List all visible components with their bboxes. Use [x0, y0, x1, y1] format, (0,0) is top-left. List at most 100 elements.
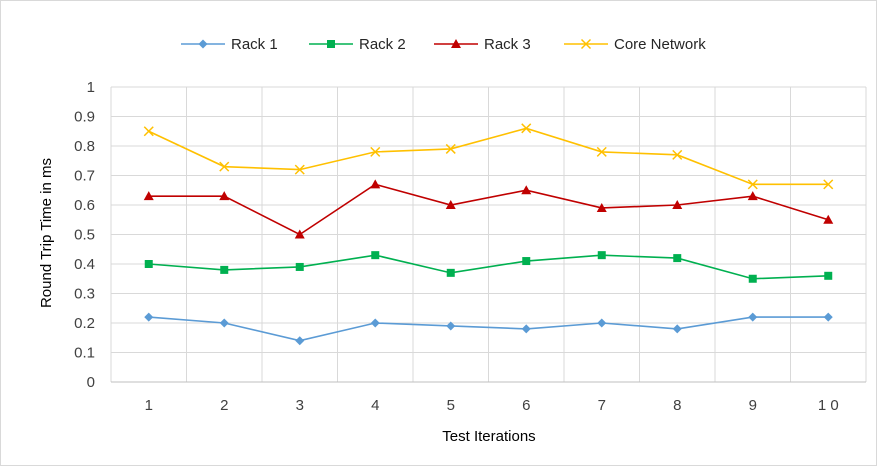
data-point-core-network-stroke: [370, 146, 381, 157]
series-rack-2: [144, 251, 833, 283]
data-point-core-network: [823, 179, 834, 190]
data-point-rack-3: [294, 229, 305, 239]
data-point-rack-2: [673, 254, 682, 263]
data-point-rack-2: [748, 274, 757, 283]
data-point-core-network: [370, 146, 381, 157]
series-line-rack-3: [148, 183, 829, 236]
y-tick-label: 0.2: [74, 315, 95, 332]
x-tick-label: 7: [598, 397, 606, 414]
data-point-core-network: [521, 123, 532, 134]
y-axis-title: Round Trip Time in ms: [38, 158, 55, 308]
x-tick-label: 8: [673, 397, 681, 414]
legend-marker-rack-3: [451, 39, 461, 48]
data-point-rack-2: [220, 265, 229, 274]
data-point-core-network-stroke: [823, 179, 834, 190]
data-point-rack-1: [219, 318, 229, 328]
data-point-rack-1: [295, 336, 305, 346]
data-point-core-network: [445, 143, 456, 154]
data-point-rack-2: [824, 271, 833, 280]
grid: [110, 86, 867, 382]
legend-marker-rack-2: [327, 40, 335, 48]
data-point-rack-3: [445, 200, 456, 209]
data-point-rack-3: [747, 191, 758, 201]
data-point-core-network: [596, 146, 607, 157]
data-point-rack-1: [446, 321, 456, 331]
data-point-core-network: [672, 149, 683, 160]
legend-item-rack-1: Rack 1: [181, 36, 278, 53]
series-line-rack-2: [148, 254, 829, 280]
y-tick-label: 1: [87, 79, 95, 96]
data-point-rack-1: [748, 312, 758, 322]
series-core-network: [143, 123, 834, 190]
data-point-core-network-stroke: [219, 161, 230, 172]
data-point-core-network: [143, 126, 154, 137]
data-point-rack-1: [370, 318, 380, 328]
y-tick-label: 0.1: [74, 345, 95, 362]
data-point-rack-1: [597, 318, 607, 328]
data-point-core-network-stroke: [672, 149, 683, 160]
data-point-core-network: [747, 179, 758, 190]
legend-item-core-network: Core Network: [564, 36, 706, 53]
data-point-rack-3: [672, 200, 683, 209]
y-tick-label: 0.5: [74, 227, 95, 244]
legend: Rack 1 Rack 2 Rack 3 Core Network: [181, 36, 706, 53]
series-line-core-network: [148, 127, 829, 186]
data-point-core-network-stroke: [521, 123, 532, 134]
y-tick-label: 0.9: [74, 109, 95, 126]
data-point-core-network-stroke: [445, 143, 456, 154]
data-point-rack-3: [219, 191, 230, 201]
data-point-rack-3: [370, 179, 381, 189]
data-point-core-network: [294, 164, 305, 175]
data-point-rack-1: [144, 312, 154, 322]
legend-item-rack-2: Rack 2: [309, 36, 406, 53]
data-point-core-network-stroke: [596, 146, 607, 157]
legend-item-rack-3: Rack 3: [434, 36, 531, 53]
data-point-rack-2: [522, 257, 531, 266]
legend-label-rack-1: Rack 1: [231, 36, 278, 53]
legend-marker-core-network-stroke: [580, 38, 592, 50]
data-point-rack-2: [371, 251, 380, 260]
y-tick-label: 0.6: [74, 197, 95, 214]
x-tick-label: 9: [749, 397, 757, 414]
legend-label-rack-3: Rack 3: [484, 36, 531, 53]
data-point-rack-2: [295, 262, 304, 271]
data-point-rack-2: [597, 251, 606, 260]
data-point-rack-3: [143, 191, 154, 201]
data-point-core-network-stroke: [143, 126, 154, 137]
y-tick-label: 0.7: [74, 168, 95, 185]
data-point-rack-1: [823, 312, 833, 322]
data-point-rack-2: [144, 260, 153, 268]
x-axis-title: Test Iterations: [442, 428, 535, 445]
x-tick-label: 6: [522, 397, 530, 414]
legend-marker-core-network: [580, 38, 592, 50]
x-tick-label: 5: [447, 397, 455, 414]
y-tick-label: 0.8: [74, 138, 95, 155]
series-rack-1: [144, 312, 833, 346]
series-lines: [143, 123, 834, 346]
y-tick-label: 0.4: [74, 256, 95, 273]
data-point-rack-2: [446, 268, 455, 277]
x-tick-label: 1 0: [818, 397, 839, 414]
data-point-rack-3: [596, 202, 607, 212]
x-tick-label: 3: [296, 397, 304, 414]
axes: 0 0.1 0.2 0.3 0.4 0.5 0.6 0.7 0.8 0.9 1 1 2 3 4 5 6 7 8 9 1 …: [74, 79, 866, 414]
data-point-core-network-stroke: [747, 179, 758, 190]
y-tick-label: 0.3: [74, 286, 95, 303]
x-tick-label: 4: [371, 397, 379, 414]
legend-marker-rack-1: [198, 39, 208, 49]
data-point-rack-1: [672, 324, 682, 334]
x-tick-label: 1: [145, 397, 153, 414]
legend-label-core-network: Core Network: [614, 36, 706, 53]
x-tick-label: 2: [220, 397, 228, 414]
data-point-core-network: [219, 161, 230, 172]
data-point-rack-3: [823, 214, 834, 224]
data-point-core-network-stroke: [294, 164, 305, 175]
series-rack-3: [143, 179, 834, 239]
data-point-rack-3: [521, 185, 532, 195]
series-line-rack-1: [148, 316, 829, 342]
y-tick-label: 0: [87, 374, 95, 391]
legend-label-rack-2: Rack 2: [359, 36, 406, 53]
data-point-rack-1: [521, 324, 531, 334]
